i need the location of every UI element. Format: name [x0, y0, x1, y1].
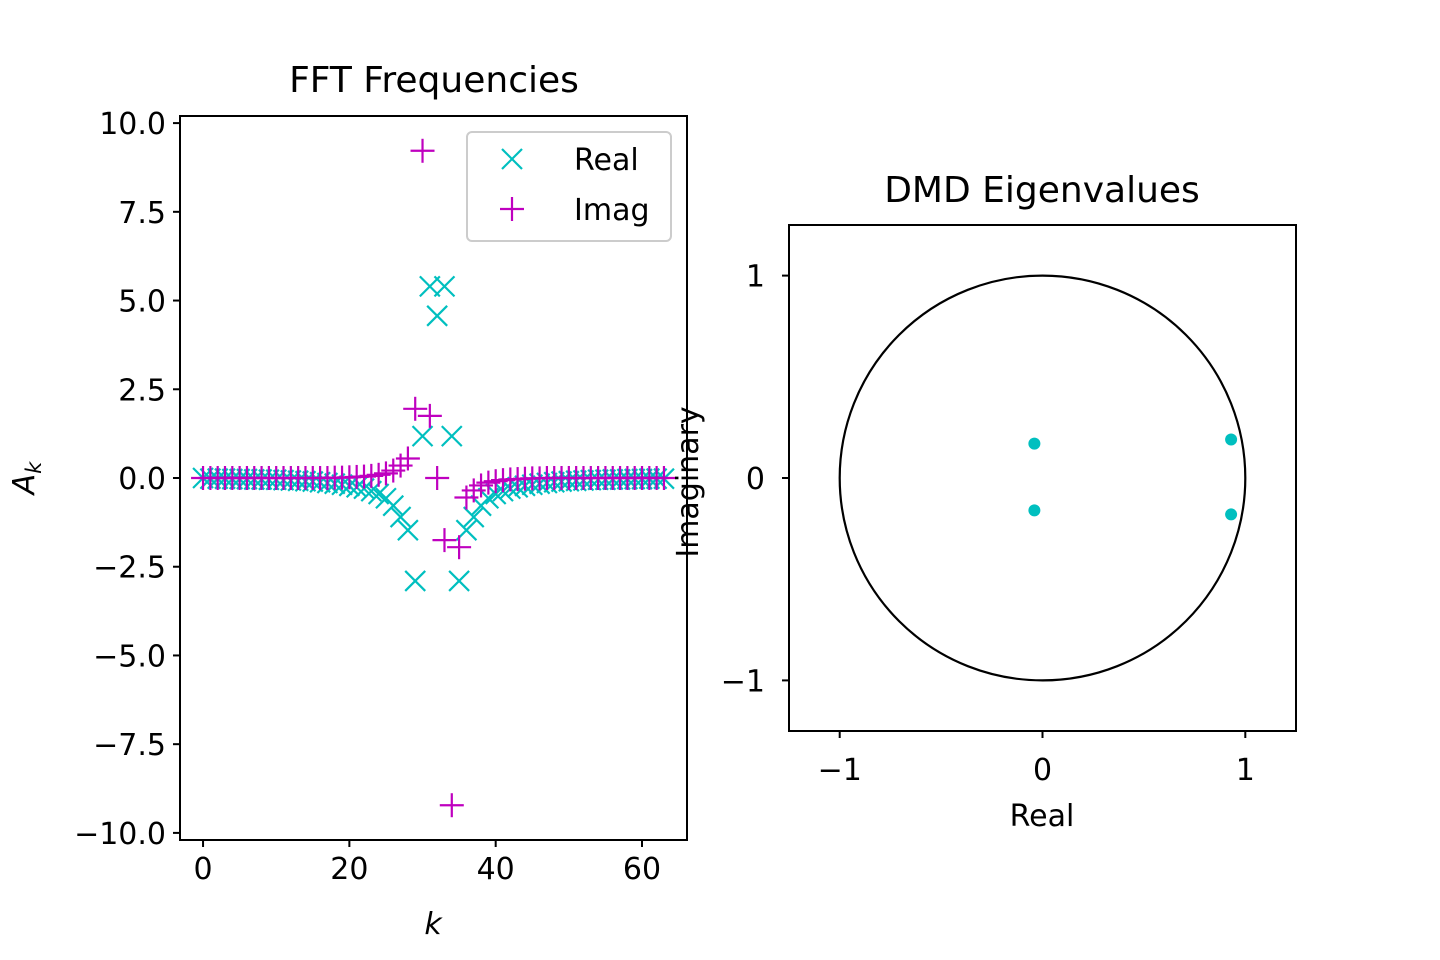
fft-y-axis-label-base: A: [7, 474, 42, 497]
legend-imag-marker: [500, 197, 524, 221]
fft-y-tick-label: 0.0: [118, 462, 166, 497]
fft-y-tick-label: 7.5: [118, 196, 166, 231]
dmd-y-tick-label: 1: [746, 260, 765, 295]
real-marker-stroke: [426, 305, 448, 327]
real-marker-stroke: [389, 506, 412, 528]
fft-x-ticks: 0 20 40 60: [193, 840, 661, 887]
legend-real-label: Real: [574, 143, 639, 178]
real-marker: [426, 305, 448, 327]
real-marker-stroke: [462, 506, 485, 528]
eigenvalue-point: [1225, 433, 1238, 446]
fft-frequencies-plot: FFT Frequencies 0 20 40 60 10.0 7.5 5.0 2.5 0.0…: [7, 60, 688, 942]
real-marker-stroke: [397, 519, 419, 541]
real-marker-stroke: [433, 275, 456, 298]
fft-y-axis-label-sub: k: [22, 461, 46, 474]
fft-legend: Real Imag: [466, 131, 672, 242]
fft-plot-title: FFT Frequencies: [289, 60, 579, 101]
dmd-y-ticks: 1 0 −1: [721, 260, 789, 699]
real-marker: [389, 506, 412, 528]
real-marker-stroke: [367, 483, 390, 505]
legend-box: [466, 131, 672, 242]
fft-y-ticks: 10.0 7.5 5.0 2.5 0.0 −2.5 −5.0 −7.5 −10.0: [74, 107, 180, 852]
real-marker-stroke: [411, 425, 434, 447]
dmd-x-ticks: −1 0 1: [818, 731, 1255, 788]
legend-imag-label: Imag: [574, 193, 650, 228]
real-marker: [433, 275, 456, 298]
fft-x-tick-label: 20: [330, 852, 368, 887]
real-marker: [448, 570, 470, 592]
real-marker-stroke: [404, 570, 426, 592]
fft-y-axis-label: Ak: [7, 461, 46, 497]
imag-marker: [651, 466, 676, 490]
dmd-x-tick-label: 0: [1033, 753, 1052, 788]
fft-y-tick-label: 2.5: [118, 373, 166, 408]
imag-marker: [417, 403, 442, 428]
legend-real-marker: [501, 148, 523, 170]
real-marker: [462, 506, 485, 528]
fft-x-tick-label: 0: [193, 852, 212, 887]
imag-marker: [425, 466, 450, 490]
fft-y-tick-label: −5.0: [93, 639, 166, 674]
dmd-plot-title: DMD Eigenvalues: [884, 170, 1200, 211]
imag-marker: [447, 535, 472, 560]
dmd-y-tick-label: −1: [721, 664, 765, 699]
fft-y-tick-label: −2.5: [93, 551, 166, 586]
unit-circle: [838, 274, 1247, 682]
imag-marker: [403, 396, 428, 421]
fft-y-tick-label: 10.0: [99, 107, 166, 142]
dmd-x-tick-label: −1: [818, 753, 862, 788]
dmd-y-tick-label: 0: [746, 462, 765, 497]
real-marker: [441, 425, 463, 447]
imag-marker: [432, 528, 457, 553]
dmd-x-axis-label: Real: [1010, 799, 1075, 834]
real-marker: [411, 425, 434, 447]
fft-x-tick-label: 40: [477, 852, 515, 887]
real-marker-stroke: [382, 494, 405, 517]
real-marker-stroke: [448, 570, 470, 592]
dmd-eigenvalue-points: [1028, 433, 1238, 521]
dmd-eigenvalues-plot: DMD Eigenvalues −1 0 1 1 0 −1 Real Imaginary: [671, 170, 1297, 834]
fft-y-tick-label: 5.0: [118, 285, 166, 320]
imag-marker: [439, 793, 464, 818]
fft-y-tick-label: −10.0: [74, 817, 166, 852]
imag-marker: [410, 138, 435, 163]
legend-real-marker-stroke-2: [501, 148, 523, 170]
real-marker: [382, 494, 405, 517]
eigenvalue-point: [1225, 508, 1238, 521]
real-marker: [397, 519, 419, 541]
dmd-y-axis-label: Imaginary: [671, 406, 706, 557]
real-marker: [404, 570, 426, 592]
imag-marker: [395, 446, 420, 471]
fft-markers: [191, 138, 676, 818]
fft-y-tick-label: −7.5: [93, 728, 166, 763]
fft-x-axis-label: k: [424, 907, 443, 942]
eigenvalue-point: [1028, 437, 1041, 450]
fft-x-tick-label: 60: [623, 852, 661, 887]
eigenvalue-point: [1028, 504, 1041, 517]
real-marker-stroke: [441, 425, 463, 447]
dmd-x-tick-label: 1: [1236, 753, 1255, 788]
